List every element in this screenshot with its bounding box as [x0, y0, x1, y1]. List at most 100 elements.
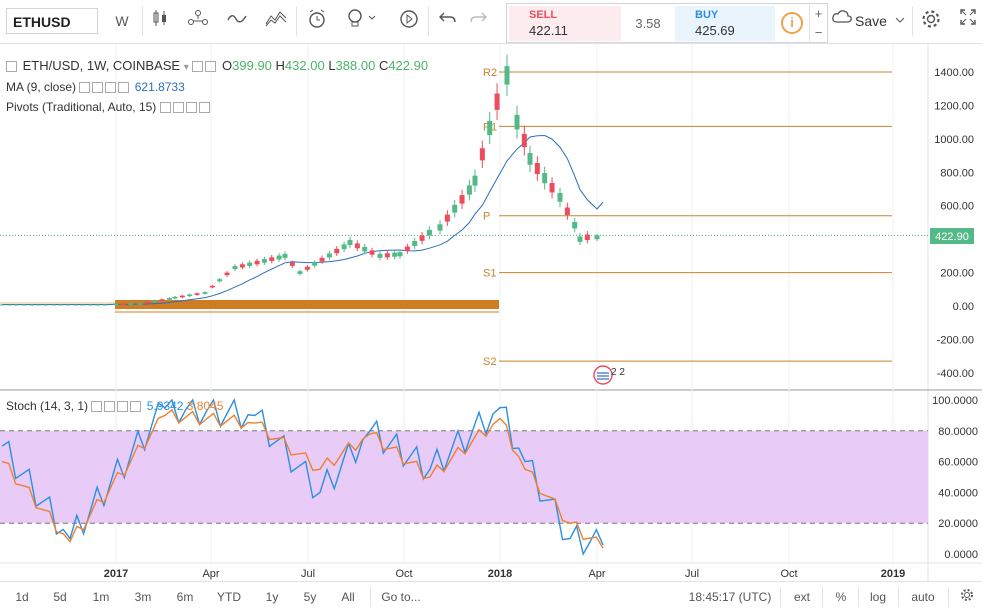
ma-remove-icon[interactable] [105, 82, 117, 94]
redo-icon[interactable] [464, 8, 492, 34]
buy-sell-panel: SELL 422.11 3.58 BUY 425.69 i + − [506, 3, 828, 43]
price-tick-label: 1000.00 [934, 134, 974, 146]
range-5d[interactable]: 5d [53, 590, 67, 604]
time-tick-label: 2018 [488, 568, 512, 580]
candle-body [334, 248, 340, 254]
stoch-tick-label: 100.0000 [932, 395, 978, 407]
time-tick-label: Apr [588, 568, 605, 580]
candle-body [239, 264, 245, 268]
plus-button[interactable]: + [814, 6, 823, 21]
pivots-visibility-icon[interactable] [159, 102, 171, 114]
candle-body [120, 303, 126, 305]
buy-button[interactable]: BUY 425.69 [675, 6, 775, 41]
visibility-icon[interactable] [192, 61, 204, 73]
stoch-more-icon[interactable] [130, 401, 142, 413]
last-price-label: 422.90 [935, 231, 969, 243]
time-tick-label: 2019 [881, 568, 905, 580]
series-settings-icon[interactable] [205, 61, 217, 73]
events-flag-icon[interactable] [593, 365, 613, 385]
close-value: 422.90 [388, 58, 429, 73]
compare-icon[interactable] [184, 8, 212, 34]
candle-body [534, 163, 540, 175]
quantity-stepper[interactable]: + − [809, 4, 827, 42]
candle-body [312, 262, 318, 266]
candle-body [341, 244, 347, 250]
symbol-search-button[interactable]: ETHUSD [6, 8, 98, 34]
candle-body [452, 204, 458, 213]
cloud-icon[interactable] [830, 8, 854, 34]
events-count-label: 2 2 [611, 367, 625, 378]
ma-more-icon[interactable] [118, 82, 130, 94]
range-3m[interactable]: 3m [134, 590, 152, 604]
chart-canvas[interactable]: R2R1PS1S2 1400.001200.001000.00800.00600… [0, 44, 982, 581]
range-1y[interactable]: 1y [265, 590, 279, 604]
settings-icon[interactable] [918, 8, 944, 34]
minus-button[interactable]: − [814, 25, 823, 40]
auto-toggle[interactable]: auto [911, 590, 935, 604]
log-toggle[interactable]: log [869, 590, 886, 604]
price-tick-label: 200.00 [940, 268, 974, 280]
price-tick-label: 1200.00 [934, 100, 974, 112]
ma-visibility-icon[interactable] [79, 82, 91, 94]
stoch-remove-icon[interactable] [117, 401, 129, 413]
ma-settings-icon[interactable] [92, 82, 104, 94]
ext-toggle[interactable]: ext [793, 590, 810, 604]
goto-button[interactable]: Go to... [381, 590, 421, 604]
candle-body [65, 304, 71, 306]
alert-icon[interactable] [302, 8, 332, 34]
undo-icon[interactable] [434, 8, 462, 34]
candle-body [50, 304, 56, 306]
pivots-more-icon[interactable] [198, 102, 210, 114]
pivots-legend: Pivots (Traditional, Auto, 15) [6, 100, 212, 114]
idea-icon[interactable] [340, 8, 380, 34]
candle-body [247, 262, 253, 266]
replay-icon[interactable] [394, 8, 424, 34]
stoch-visibility-icon[interactable] [91, 401, 103, 413]
indicator-icon[interactable] [224, 8, 252, 34]
candle-body [80, 304, 86, 306]
candle-body [369, 250, 375, 255]
price-tick-label: -200.00 [937, 334, 974, 346]
stoch-tick-label: 0.0000 [944, 549, 978, 561]
info-icon[interactable]: i [781, 12, 803, 34]
candle-body [494, 93, 500, 110]
candle-body [261, 259, 267, 263]
percent-toggle[interactable]: % [835, 590, 847, 604]
stoch-tick-label: 80.0000 [938, 426, 978, 438]
candle-body [28, 304, 34, 306]
candle-body [232, 266, 238, 270]
candle-body [437, 224, 443, 231]
candle-body [269, 257, 275, 262]
stoch-settings-icon[interactable] [104, 401, 116, 413]
range-6m[interactable]: 6m [176, 590, 194, 604]
sell-button[interactable]: SELL 422.11 [509, 6, 621, 41]
interval-button[interactable]: W [115, 13, 129, 29]
collapse-legend-icon[interactable] [6, 61, 17, 73]
candle-body [362, 246, 368, 252]
range-1m[interactable]: 1m [92, 590, 110, 604]
price-tick-label: -400.00 [937, 368, 974, 380]
candle-body [487, 120, 493, 136]
price-tick-label: 800.00 [940, 167, 974, 179]
chart-settings-gear-icon[interactable] [956, 588, 978, 606]
templates-icon[interactable] [262, 8, 290, 34]
time-tick-label: 2017 [104, 568, 128, 580]
candle-body [404, 246, 410, 252]
candle-body [137, 302, 143, 305]
candle-body [202, 292, 208, 294]
candle-body [73, 304, 78, 306]
chart-area[interactable]: R2R1PS1S2 1400.001200.001000.00800.00600… [0, 44, 982, 581]
pivots-settings-icon[interactable] [172, 102, 184, 114]
save-menu-chevron-icon[interactable] [892, 8, 908, 34]
pivots-remove-icon[interactable] [185, 102, 197, 114]
range-1d[interactable]: 1d [15, 590, 29, 604]
candles-icon[interactable] [146, 8, 174, 34]
candle-body [304, 266, 310, 270]
range-5y[interactable]: 5y [303, 590, 317, 604]
save-button[interactable]: Save [855, 13, 887, 29]
fullscreen-icon[interactable] [956, 8, 980, 34]
range-ytd[interactable]: YTD [217, 590, 241, 604]
candle-body [504, 66, 510, 85]
range-all[interactable]: All [341, 590, 355, 604]
clock-label[interactable]: 18:45:17 (UTC) [688, 590, 772, 604]
